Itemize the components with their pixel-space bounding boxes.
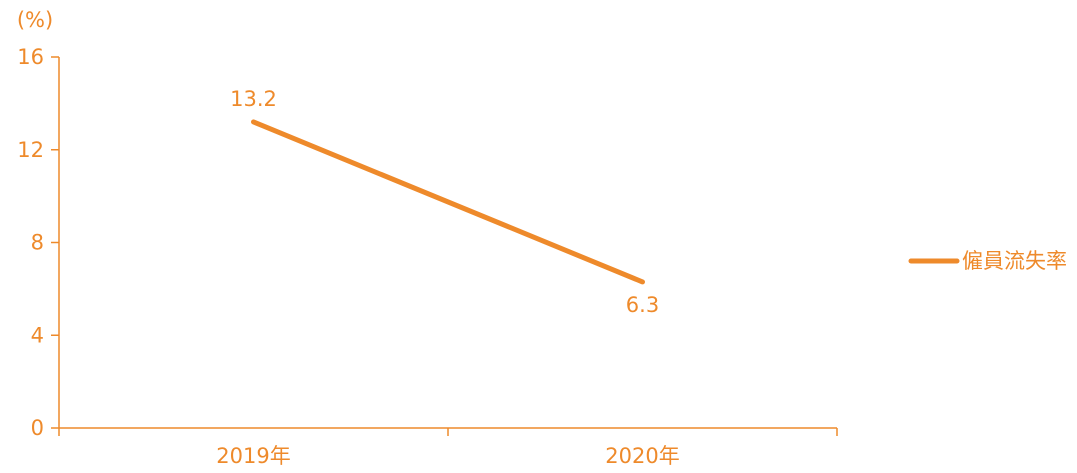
y-tick-label: 0	[31, 416, 44, 440]
y-axis-unit-label: (%)	[17, 8, 53, 32]
series-line-employee-turnover	[251, 119, 645, 285]
series-group: 13.2 6.3	[230, 87, 659, 317]
y-tick-label: 16	[17, 45, 44, 69]
x-axis-ticks: 2019年 2020年	[58, 428, 838, 468]
x-tick-label: 2020年	[605, 444, 679, 468]
y-axis-ticks: 0 4 8 12 16	[17, 45, 59, 440]
y-tick-label: 4	[31, 323, 44, 347]
y-tick-label: 12	[17, 138, 44, 162]
data-label: 13.2	[230, 87, 277, 111]
legend-label-employee-turnover: 僱員流失率	[962, 249, 1067, 273]
data-label: 6.3	[626, 293, 659, 317]
y-tick-label: 8	[31, 231, 44, 255]
x-tick-label: 2019年	[216, 444, 290, 468]
legend: 僱員流失率	[908, 249, 1067, 273]
